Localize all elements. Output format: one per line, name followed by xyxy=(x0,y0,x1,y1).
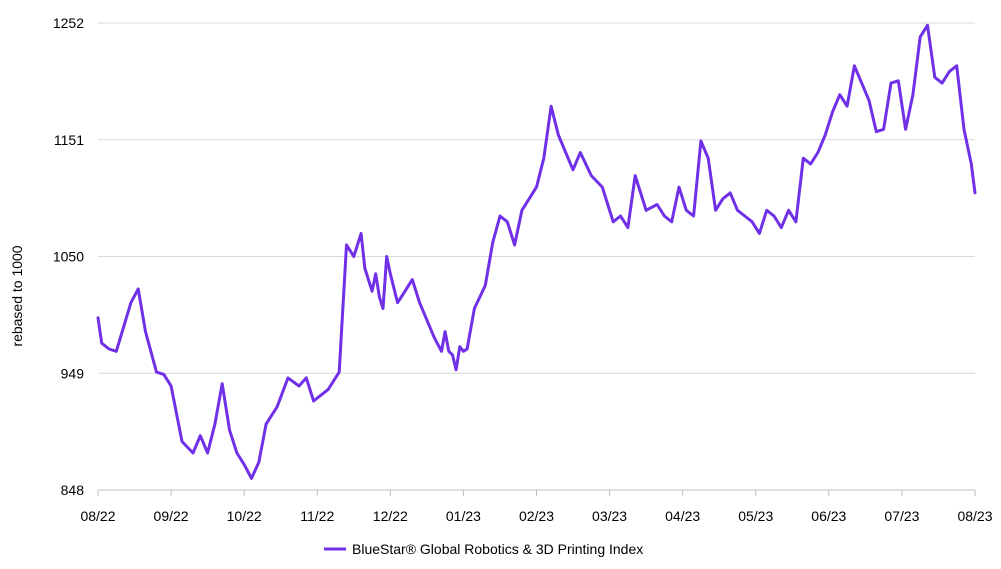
x-tick-label: 08/23 xyxy=(957,508,992,524)
y-tick-label: 848 xyxy=(61,482,85,498)
y-tick-labels: 848 949 1050 1151 1252 xyxy=(53,15,84,498)
x-tick-label: 07/23 xyxy=(884,508,919,524)
x-tick-label: 06/23 xyxy=(811,508,846,524)
x-tick-label: 04/23 xyxy=(665,508,700,524)
y-tick-label: 1252 xyxy=(53,15,84,31)
series-layer xyxy=(96,23,977,480)
y-axis-title: rebased to 1000 xyxy=(9,245,25,346)
x-tick-label: 09/22 xyxy=(154,508,189,524)
grid-layer xyxy=(98,22,975,374)
legend: BlueStar® Global Robotics & 3D Printing … xyxy=(324,541,643,557)
y-tick-label: 1151 xyxy=(54,132,84,148)
x-tick-labels: 08/22 09/22 10/22 11/22 12/22 01/23 02/23 03/23… xyxy=(80,508,992,524)
axis-layer xyxy=(97,489,976,496)
legend-label: BlueStar® Global Robotics & 3D Printing … xyxy=(352,541,643,557)
x-tick-label: 02/23 xyxy=(519,508,554,524)
x-tick-label: 10/22 xyxy=(227,508,262,524)
y-tick-label: 1050 xyxy=(53,249,84,265)
x-tick-label: 11/22 xyxy=(300,508,334,524)
y-tick-label: 949 xyxy=(61,365,85,381)
x-tick-label: 01/23 xyxy=(446,508,481,524)
x-tick-label: 08/22 xyxy=(80,508,115,524)
x-tick-label: 05/23 xyxy=(738,508,773,524)
series-line xyxy=(96,23,977,480)
x-tick-label: 03/23 xyxy=(592,508,627,524)
x-tick-label: 12/22 xyxy=(373,508,408,524)
